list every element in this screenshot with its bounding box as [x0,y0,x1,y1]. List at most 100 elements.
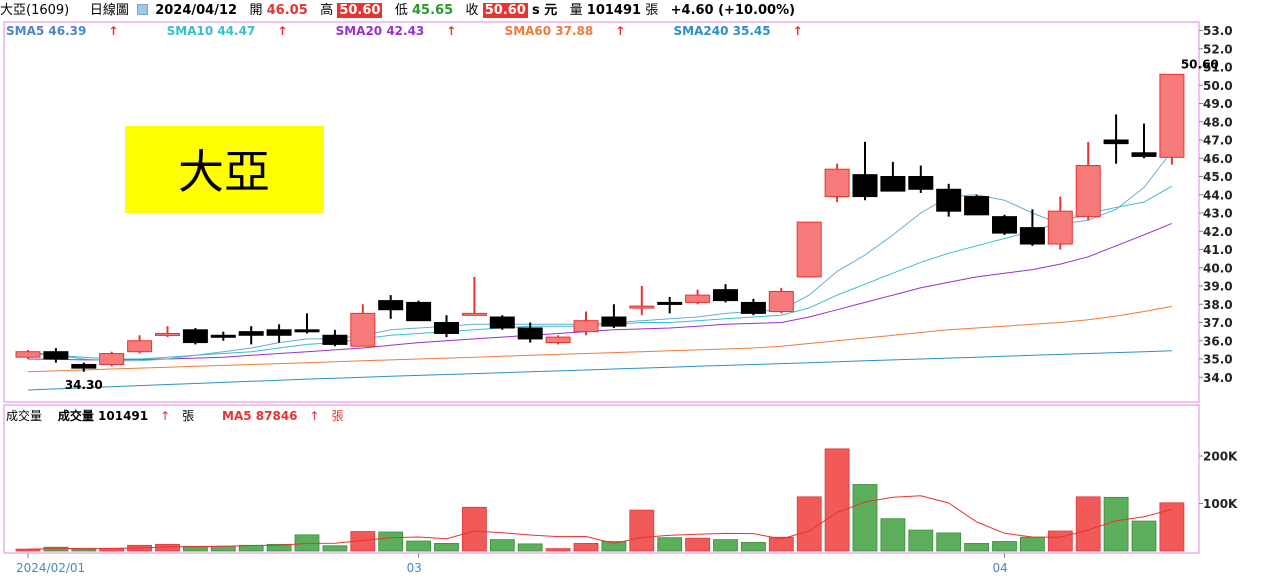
legend-sma10[interactable]: SMA10 44.47 ↑ [166,24,288,38]
candle-body [15,351,41,358]
volume-bar [880,518,906,552]
volume-bar [1047,530,1073,552]
candle-body [936,188,962,212]
volume-bar [852,484,878,552]
close-label: 收 [465,3,479,18]
volume-bar [517,543,543,552]
candle-body [1159,73,1185,158]
legend-sma5[interactable]: SMA5 46.39 ↑ [6,24,119,38]
price-tick-label: 45.0 [1203,170,1233,184]
stock-name: 大亞(1609) [0,3,70,18]
high-value: 50.60 [337,3,383,18]
chart-kind-label: 日線圖 [89,3,129,18]
legend-sma60[interactable]: SMA60 37.88 ↑ [504,24,626,38]
candle-body [182,329,208,344]
quote-date: 2024/04/12 [155,3,238,18]
candle-body [880,176,906,192]
up-arrow-icon: ↑ [108,24,119,38]
volume-legend-value[interactable]: 成交量 101491 ↑ 張 [57,409,195,423]
candle-body [43,351,69,360]
price-tick-label: 46.0 [1203,152,1233,166]
volume-bar [1020,536,1045,552]
candle-body [573,320,599,333]
quote-header: 大亞(1609) 日線圖 2024/04/12 開 46.05 高 50.60 … [0,0,1265,22]
change-value: +4.60 (+10.00%) [670,3,796,18]
volume-bar [406,540,432,552]
date-tick-label: 2024/02/01 [16,561,85,575]
candle-body [992,216,1017,234]
candle-body [489,316,515,329]
date-tick-label: 03 [407,561,422,575]
volume-bar [322,545,348,552]
candle-body [964,196,990,216]
volume-bar [741,542,766,552]
volume-bar [685,537,710,552]
volume-legend-ma5[interactable]: MA5 87846 ↑ 張 [222,409,344,423]
candle-body [378,300,404,311]
candle-body [768,290,794,313]
candle-body [1047,210,1073,245]
candle-body [1019,227,1045,245]
price-tick-label: 40.0 [1203,261,1233,275]
volume-bar [992,541,1017,552]
volume-label: 量 [569,3,583,18]
low-label: 低 [394,3,408,18]
candle-body [266,329,292,336]
volume-bar [629,509,655,552]
candle-body [824,168,850,198]
candle-body [1103,139,1129,145]
volume-tick-label: 200K [1203,450,1238,464]
volume-bar [210,545,236,552]
volume-bar [713,539,738,552]
volume-bar [824,448,850,552]
up-arrow-icon: ↑ [277,24,288,38]
price-tick-label: 35.0 [1203,353,1233,367]
volume-bar [434,543,459,552]
sma240-line [27,350,1172,391]
volume-bar [99,548,125,552]
price-tick-label: 43.0 [1203,207,1233,221]
candle-body [685,294,711,303]
volume-bar [489,539,515,552]
price-tick-label: 50.0 [1203,79,1233,93]
sma-legend: SMA5 46.39 ↑ SMA10 44.47 ↑ SMA20 42.43 ↑ SM… [6,22,847,40]
stamp-box: 大亞 [125,126,324,213]
candle-body [99,353,125,365]
price-tick-label: 49.0 [1203,97,1233,111]
up-arrow-icon: ↑ [615,24,626,38]
candle-body [601,316,627,327]
candle-body [908,176,934,190]
volume-bar [461,506,487,552]
price-panel-frame [3,21,1200,403]
candle-body [740,301,766,314]
volume-panel-title: 成交量 [6,409,43,423]
price-tick-label: 41.0 [1203,243,1233,257]
candle-body [434,322,459,334]
candle-body [1075,165,1101,218]
price-tick-label: 37.0 [1203,316,1233,330]
volume-bar [266,543,292,552]
stamp-background [125,126,324,213]
calendar-icon[interactable] [137,4,149,15]
sma20-line [27,222,1173,361]
volume-bar [545,548,571,552]
date-tick-label: 04 [993,561,1008,575]
legend-sma240[interactable]: SMA240 35.45 ↑ [673,24,803,38]
volume-bar [1159,502,1185,552]
legend-sma20[interactable]: SMA20 42.43 ↑ [335,24,457,38]
volume-tick-label: 100K [1203,497,1238,511]
volume-value: 101491 [586,3,642,18]
candle-body [657,301,683,305]
candle-body [71,363,97,369]
candle-body [629,305,655,309]
open-value: 46.05 [266,3,308,18]
price-tick-label: 42.0 [1203,225,1233,239]
volume-panel-frame [3,404,1200,554]
price-annotation: 50.60 [1181,57,1219,71]
sma10-line [27,185,1173,360]
up-arrow-icon: ↑ [792,24,803,38]
volume-bar [796,496,822,552]
price-tick-label: 39.0 [1203,280,1233,294]
currency-label: s 元 [531,3,558,18]
